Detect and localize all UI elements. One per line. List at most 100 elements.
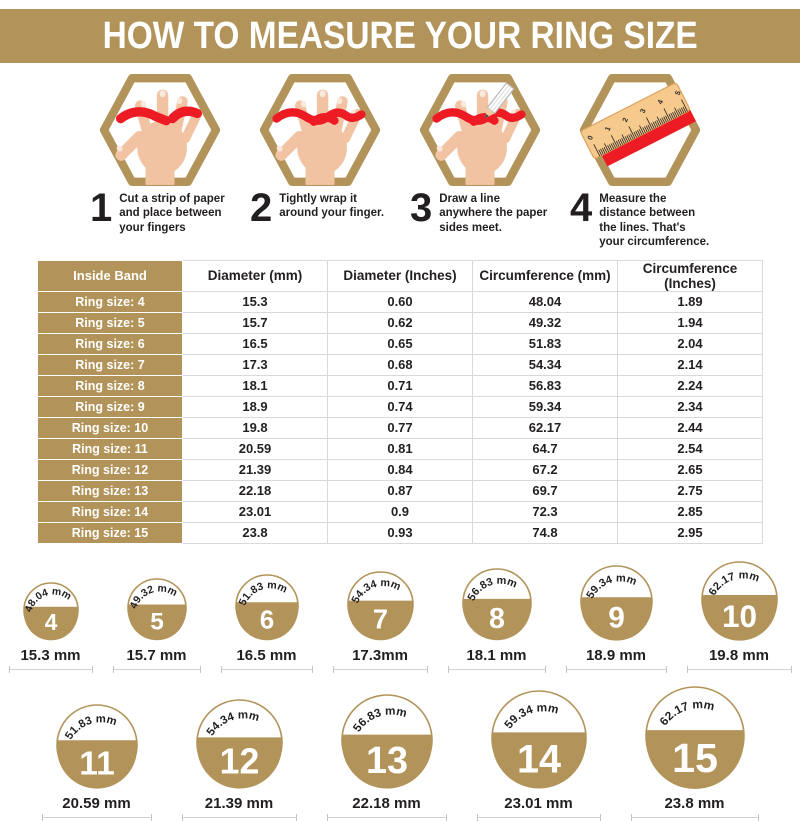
ring-size-number: 15 [672, 735, 718, 781]
ring-size-number: 11 [79, 745, 115, 782]
table-row: Ring size: 14 23.01 0.9 72.3 2.85 [37, 500, 763, 523]
diameter-label: 18.1 mm [466, 646, 527, 664]
dimension-line [8, 665, 93, 673]
ring-size-value: 23.01 [182, 500, 328, 523]
ring-size-value: 19.8 [182, 416, 328, 439]
ring-circle-graphic: 62.17 mm 15 [644, 685, 745, 789]
table-row: Ring size: 6 16.5 0.65 51.83 2.04 [37, 332, 763, 355]
ring-size-value: 62.17 [472, 416, 618, 439]
step-text: Cut a strip of paper and place between y… [119, 193, 225, 234]
ring-size-number: 5 [150, 608, 164, 635]
ring-size-value: 22.18 [182, 479, 328, 502]
ring-size-value: 0.68 [327, 353, 473, 376]
column-header-circumference-mm: Circumference (mm) [472, 259, 618, 292]
ring-size-label: Ring size: 13 [37, 479, 183, 502]
diameter-label: 15.7 mm [126, 646, 187, 664]
ring-size-label: Ring size: 11 [37, 437, 183, 460]
ring-circle-graphic: 48.04 mm 4 [19, 580, 79, 640]
step-2-hexagon [256, 73, 384, 187]
ring-circle-graphic: 54.34 mm 12 [195, 698, 283, 789]
svg-text:2: 2 [620, 116, 630, 123]
ring-size-circle-5: 49.32 mm 5 15.7 mm [112, 573, 201, 673]
step-text: Measure the distance between the lines. … [599, 193, 710, 249]
ring-size-label: Ring size: 14 [37, 500, 183, 523]
dimension-line [326, 813, 447, 821]
ring-size-table: Inside Band Diameter (mm) Diameter (Inches… [37, 259, 763, 544]
table-row: Ring size: 7 17.3 0.68 54.34 2.14 [37, 353, 763, 376]
dimension-line [630, 813, 759, 821]
dimension-line [565, 665, 667, 673]
page-title: HOW TO MEASURE YOUR RING SIZE [102, 14, 698, 57]
ring-circle-graphic: 49.32 mm 5 [123, 575, 187, 640]
ring-circle-graphic: 59.34 mm 14 [490, 689, 587, 789]
table-row: Ring size: 8 18.1 0.71 56.83 2.24 [37, 374, 763, 397]
ring-circle-graphic: 59.34 mm 9 [579, 564, 653, 641]
ring-size-value: 2.24 [617, 374, 763, 397]
size-table-section: Inside Band Diameter (mm) Diameter (Inches… [0, 259, 800, 544]
ring-size-value: 23.8 [182, 521, 328, 544]
ring-circle-graphic: 62.17 mm 10 [700, 560, 778, 641]
diameter-label: 23.01 mm [504, 794, 573, 812]
ring-size-value: 0.65 [327, 332, 473, 355]
step-2: 2 Tightly wrap it around your finger. [240, 73, 400, 250]
diameter-label: 22.18 mm [352, 794, 421, 812]
ring-size-label: Ring size: 15 [37, 521, 183, 544]
table-row: Ring size: 9 18.9 0.74 59.34 2.34 [37, 395, 763, 418]
ring-size-circle-7: 54.34 mm 7 17.3mm [332, 566, 428, 673]
ring-size-value: 72.3 [472, 500, 618, 523]
diameter-label: 18.9 mm [585, 646, 647, 664]
ring-size-value: 2.75 [617, 479, 763, 502]
ring-size-number: 6 [259, 604, 273, 634]
svg-text:0: 0 [585, 134, 595, 141]
ring-size-value: 20.59 [182, 437, 328, 460]
step-number: 4 [570, 186, 593, 230]
diameter-label: 20.59 mm [62, 794, 131, 812]
step-2-caption: 2 Tightly wrap it around your finger. [240, 186, 400, 230]
dimension-line [112, 665, 201, 673]
ring-size-value: 18.9 [182, 395, 328, 418]
ring-size-label: Ring size: 8 [37, 374, 183, 397]
ring-size-value: 74.8 [472, 521, 618, 544]
ring-size-label: Ring size: 10 [37, 416, 183, 439]
ring-size-number: 7 [372, 603, 387, 634]
ring-size-circle-14: 59.34 mm 14 23.01 mm [476, 685, 601, 821]
ring-size-value: 2.95 [617, 521, 763, 544]
ring-circle-graphic: 51.83 mm 11 [55, 703, 138, 789]
ring-size-value: 0.84 [327, 458, 473, 481]
step-number: 3 [410, 186, 433, 230]
hand-wrapped-strip-icon [259, 74, 381, 186]
ring-size-number: 13 [365, 740, 407, 782]
ring-size-circle-10: 62.17 mm 10 19.8 mm [686, 556, 792, 673]
diameter-label: 21.39 mm [204, 794, 274, 812]
table-row: Ring size: 5 15.7 0.62 49.32 1.94 [37, 311, 763, 334]
table-header-row: Inside Band Diameter (mm) Diameter (Inches… [37, 259, 763, 292]
svg-text:1: 1 [603, 125, 613, 132]
ring-size-number: 4 [44, 608, 57, 634]
ring-size-label: Ring size: 4 [37, 290, 183, 313]
ring-size-circle-8: 56.83 mm 8 18.1 mm [447, 563, 546, 673]
ring-size-value: 54.34 [472, 353, 618, 376]
ring-size-number: 8 [489, 603, 505, 635]
table-row: Ring size: 10 19.8 0.77 62.17 2.44 [37, 416, 763, 439]
ring-size-value: 0.87 [327, 479, 473, 502]
ruler-measure-icon: 0 12 34 5 [579, 74, 701, 186]
ring-size-value: 67.2 [472, 458, 618, 481]
step-1-hexagon [96, 73, 224, 187]
step-number: 2 [250, 186, 273, 230]
ring-size-circle-13: 56.83 mm 13 22.18 mm [326, 689, 447, 821]
ring-circle-graphic: 54.34 mm 7 [345, 570, 414, 640]
dimension-line [476, 813, 601, 821]
column-header-inside-band: Inside Band [37, 259, 183, 292]
diameter-label: 19.8 mm [708, 646, 770, 664]
ring-size-circle-6: 51.83 mm 6 16.5 mm [220, 569, 313, 673]
title-banner: HOW TO MEASURE YOUR RING SIZE [0, 9, 800, 63]
table-row: Ring size: 4 15.3 0.60 48.04 1.89 [37, 290, 763, 313]
ring-size-value: 2.85 [617, 500, 763, 523]
svg-text:5: 5 [673, 89, 683, 96]
ring-size-value: 0.60 [327, 290, 473, 313]
ring-size-infographic: HOW TO MEASURE YOUR RING SIZE 1 Cut a st… [0, 9, 800, 821]
step-text: Tightly wrap it around your finger. [279, 193, 385, 220]
ring-size-value: 0.9 [327, 500, 473, 523]
